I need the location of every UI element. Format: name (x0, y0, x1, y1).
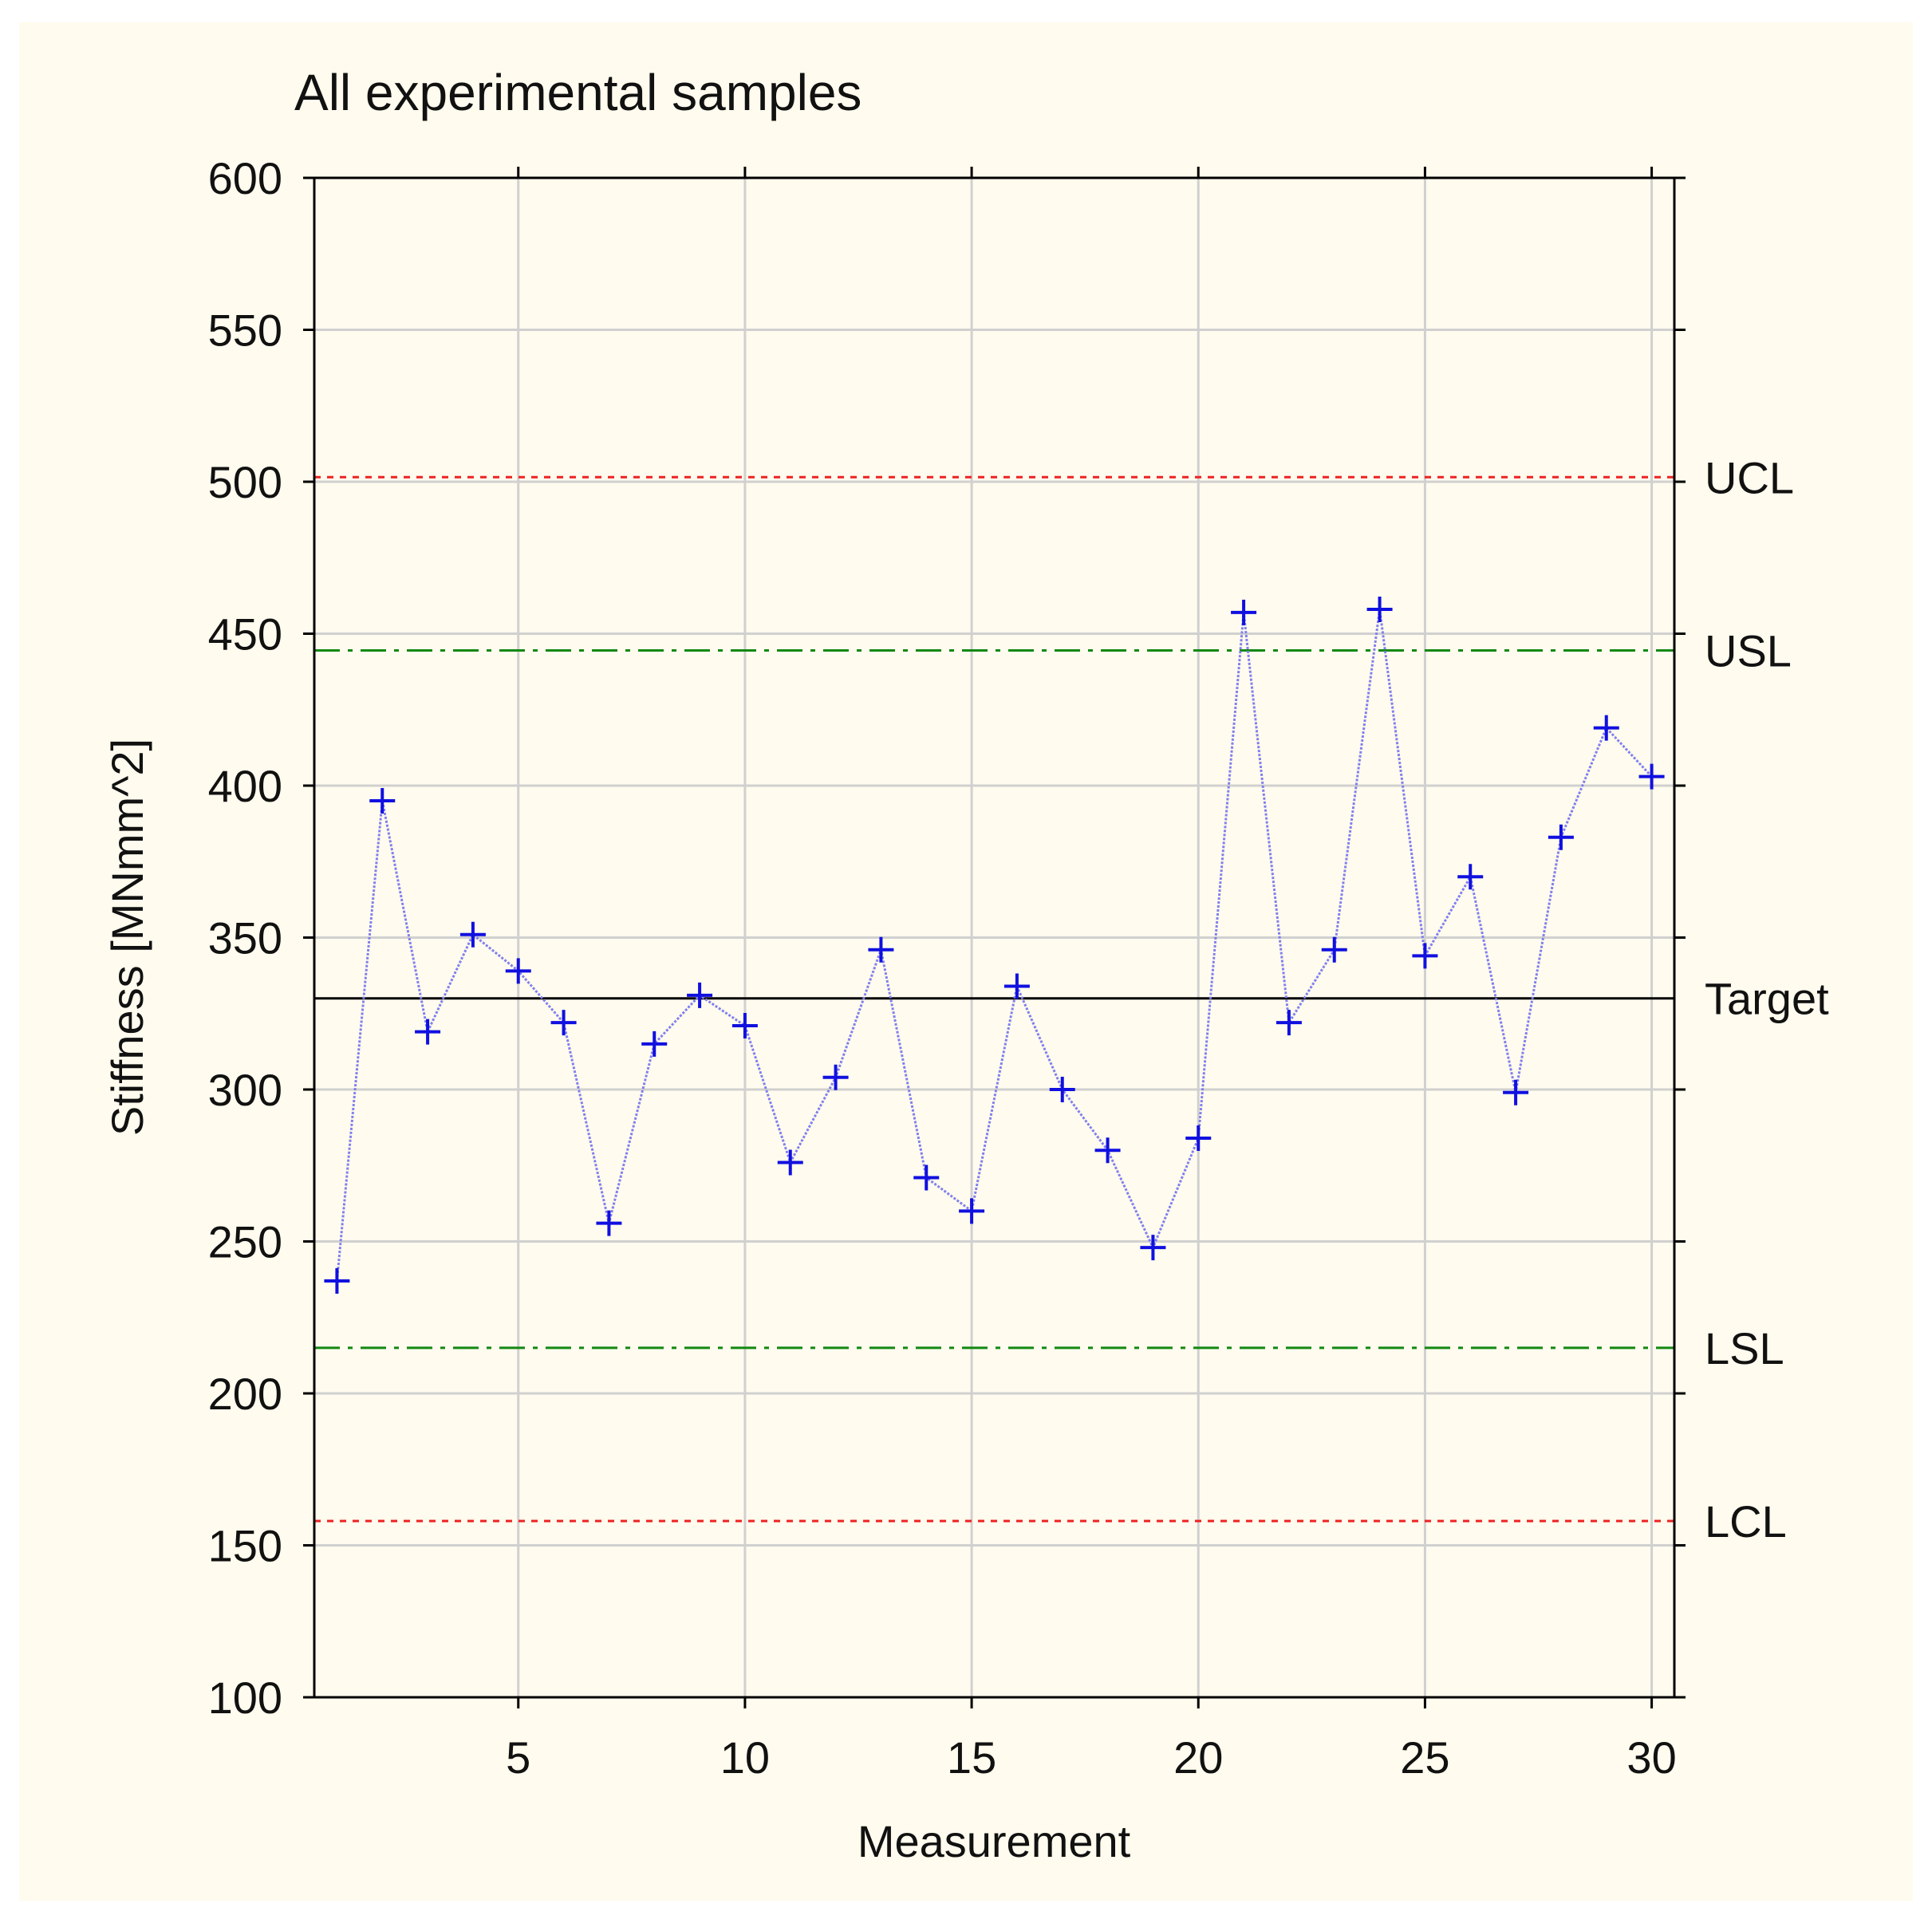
series-line (335, 609, 1653, 1282)
data-point (1185, 1125, 1212, 1151)
data-point (1094, 1137, 1121, 1164)
y-tick-label: 100 (208, 1673, 282, 1723)
reference-label-usl: USL (1705, 625, 1792, 676)
data-point (369, 788, 396, 814)
y-tick-label: 300 (208, 1065, 282, 1115)
y-tick-label: 550 (208, 305, 282, 356)
data-point (641, 1030, 668, 1057)
data-point (687, 982, 713, 1008)
data-point (1503, 1079, 1529, 1105)
chart-frame: 100 150 200 250 300 350 400 450 500 550 600 5 10 15 20… (19, 22, 1913, 1901)
y-tick-label: 150 (208, 1521, 282, 1571)
y-tick-label: 400 (208, 761, 282, 811)
data-point (596, 1210, 622, 1236)
data-point (1049, 1077, 1075, 1102)
data-point (415, 1019, 441, 1045)
data-point (1548, 824, 1574, 850)
x-tick-label: 30 (1626, 1732, 1676, 1783)
x-tick-label: 20 (1173, 1732, 1223, 1783)
data-point (1638, 763, 1665, 790)
data-point (459, 921, 486, 948)
x-axis-label: Measurement (858, 1816, 1131, 1866)
x-tick-label: 25 (1400, 1732, 1449, 1783)
control-chart: 100 150 200 250 300 350 400 450 500 550 600 5 10 15 20… (102, 64, 1830, 1866)
y-axis-label: Stiffness [MNmm^2] (102, 739, 152, 1136)
reference-label-lsl: LSL (1705, 1323, 1784, 1373)
data-point (1412, 943, 1438, 969)
data-point (913, 1164, 940, 1191)
grid (314, 178, 1674, 1697)
data-point (324, 1268, 350, 1294)
data-point (822, 1064, 849, 1090)
reference-label-target: Target (1705, 974, 1829, 1024)
data-point (777, 1149, 803, 1176)
y-tick-label: 450 (208, 609, 282, 660)
data-point (1140, 1235, 1166, 1261)
x-tick-label: 10 (720, 1732, 770, 1783)
reference-label-ucl: UCL (1705, 452, 1794, 502)
series (324, 597, 1665, 1294)
data-point (1366, 597, 1393, 623)
data-point (1321, 936, 1347, 963)
y-tick-label: 350 (208, 913, 282, 963)
axes: 100 150 200 250 300 350 400 450 500 550 600 5 10 15 20… (208, 153, 1830, 1783)
data-point (1593, 715, 1619, 741)
data-point (1457, 864, 1484, 890)
reference-label-lcl: LCL (1705, 1496, 1787, 1547)
y-tick-label: 600 (208, 153, 282, 203)
y-tick-label: 250 (208, 1217, 282, 1267)
data-point (550, 1010, 577, 1036)
data-point (959, 1198, 985, 1224)
data-point (505, 958, 531, 984)
data-point (1276, 1010, 1302, 1036)
chart-title: All experimental samples (294, 64, 862, 121)
y-tick-label: 500 (208, 457, 282, 507)
data-point (1003, 973, 1030, 999)
data-point (731, 1012, 758, 1038)
y-tick-label: 200 (208, 1369, 282, 1419)
x-tick-label: 15 (947, 1732, 996, 1783)
x-tick-label: 5 (506, 1732, 530, 1783)
data-point (868, 936, 894, 963)
data-point (1231, 599, 1257, 625)
